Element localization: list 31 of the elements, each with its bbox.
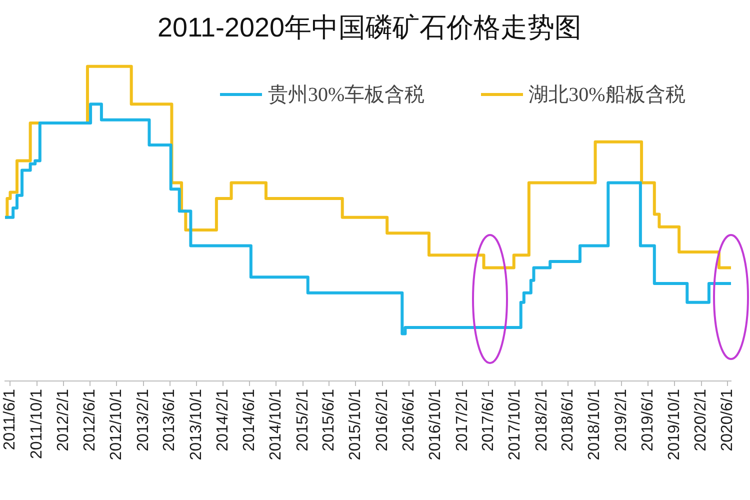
x-tick-label: 2016/10/1	[426, 388, 444, 460]
x-tick-label: 2012/2/1	[55, 388, 72, 452]
x-tick-label: 2015/10/1	[347, 388, 364, 460]
x-tick-label: 2014/10/1	[267, 388, 284, 460]
x-tick-label: 2018/6/1	[560, 388, 577, 452]
x-tick-label: 2018/2/1	[533, 388, 550, 452]
x-tick-label: 2013/10/1	[188, 388, 205, 460]
x-tick-label: 2014/2/1	[214, 388, 232, 452]
x-tick-label: 2012/6/1	[82, 388, 99, 452]
legend-label: 贵州30%车板含税	[268, 83, 425, 108]
x-tick-label: 2016/6/1	[400, 388, 418, 452]
x-tick-label: 2011/6/1	[2, 388, 19, 450]
x-tick-label: 2019/10/1	[666, 388, 683, 460]
x-tick-label: 2015/2/1	[294, 388, 312, 452]
x-tick-label: 2020/2/1	[692, 388, 710, 452]
x-tick-label: 2017/6/1	[480, 388, 497, 452]
x-tick-label: 2018/10/1	[586, 388, 604, 460]
chart-title: 2011-2020年中国磷矿石价格走势图	[157, 12, 582, 43]
x-tick-label: 2017/10/1	[506, 388, 524, 460]
x-tick-label: 2016/2/1	[374, 388, 391, 452]
x-tick-label: 2019/6/1	[639, 388, 656, 452]
x-tick-label: 2013/6/1	[161, 388, 178, 452]
legend-label: 湖北30%船板含税	[528, 83, 686, 108]
x-tick-label: 2013/2/1	[134, 388, 152, 452]
x-tick-label: 2015/6/1	[320, 388, 338, 452]
x-tick-label: 2012/10/1	[108, 388, 126, 460]
x-tick-label: 2019/2/1	[613, 388, 630, 452]
x-tick-label: 2020/6/1	[719, 388, 736, 452]
x-tick-label: 2014/6/1	[240, 388, 258, 452]
x-tick-label: 2017/2/1	[454, 388, 471, 452]
x-tick-label: 2011/10/1	[28, 388, 46, 459]
